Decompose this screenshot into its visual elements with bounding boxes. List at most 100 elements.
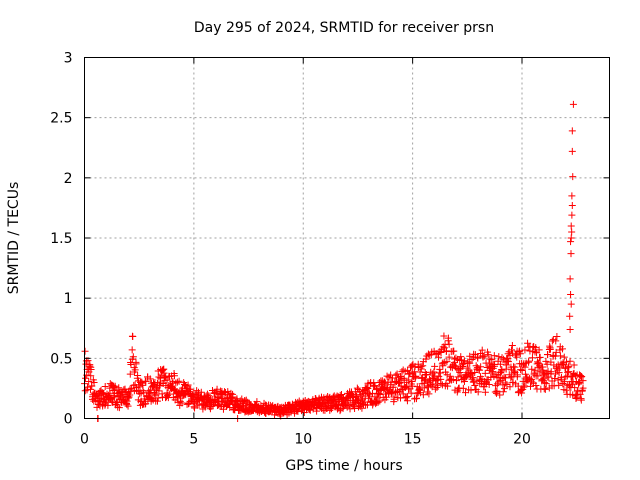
data-point xyxy=(154,394,162,402)
data-point xyxy=(491,361,499,369)
data-point xyxy=(405,376,413,384)
data-point xyxy=(402,394,410,402)
data-point xyxy=(522,373,530,381)
data-point xyxy=(389,383,397,391)
data-point xyxy=(430,368,438,376)
data-point xyxy=(422,355,430,363)
data-point xyxy=(562,386,570,394)
data-point xyxy=(546,345,554,353)
data-point xyxy=(155,387,163,395)
data-point xyxy=(136,390,144,398)
data-point xyxy=(567,250,575,258)
data-point xyxy=(123,397,131,405)
data-point xyxy=(524,339,532,347)
data-point xyxy=(475,366,483,374)
data-point xyxy=(578,372,586,380)
x-tick-label: 15 xyxy=(404,432,422,448)
data-point xyxy=(153,397,161,405)
data-point xyxy=(492,382,500,390)
data-point xyxy=(445,340,453,348)
data-point xyxy=(110,393,118,401)
data-point xyxy=(374,398,382,406)
data-point xyxy=(534,358,542,366)
data-point xyxy=(495,353,503,361)
data-point xyxy=(474,388,482,396)
data-point xyxy=(528,365,536,373)
data-point xyxy=(481,369,489,377)
data-point xyxy=(458,361,466,369)
data-point xyxy=(163,376,171,384)
data-point xyxy=(129,353,137,361)
data-point xyxy=(333,392,341,400)
x-tick-labels: 0 5 10 15 20 xyxy=(80,432,531,448)
data-point xyxy=(440,332,448,340)
data-point xyxy=(570,361,578,369)
data-point xyxy=(516,350,524,358)
data-point xyxy=(506,383,514,391)
y-axis-label: SRMTID / TECUs xyxy=(6,182,22,295)
data-point xyxy=(508,341,516,349)
data-point xyxy=(420,377,428,385)
data-point xyxy=(496,391,504,399)
data-point xyxy=(454,373,462,381)
data-point xyxy=(306,406,314,414)
data-point xyxy=(459,362,467,370)
data-point xyxy=(184,381,192,389)
data-point xyxy=(404,393,412,401)
data-point xyxy=(151,390,159,398)
data-point xyxy=(172,379,180,387)
data-point xyxy=(489,368,497,376)
data-point xyxy=(553,333,561,341)
data-point xyxy=(287,408,295,416)
y-tick-label: 1.5 xyxy=(50,231,72,247)
data-point xyxy=(229,393,237,401)
data-point xyxy=(479,353,487,361)
x-tick-label: 10 xyxy=(294,432,312,448)
data-point xyxy=(490,352,498,360)
data-point xyxy=(571,384,579,392)
data-point xyxy=(399,366,407,374)
data-point xyxy=(496,360,504,368)
data-point xyxy=(408,362,416,370)
data-point xyxy=(170,372,178,380)
data-point xyxy=(547,368,555,376)
data-point xyxy=(471,382,479,390)
data-point xyxy=(474,354,482,362)
y-tick-label: 2.5 xyxy=(50,111,72,127)
data-point xyxy=(557,373,565,381)
data-point xyxy=(541,379,549,387)
data-point xyxy=(499,388,507,396)
data-point xyxy=(542,380,550,388)
data-point xyxy=(407,389,415,397)
data-point xyxy=(485,380,493,388)
data-point xyxy=(390,395,398,403)
data-point xyxy=(82,374,90,382)
data-point xyxy=(104,401,112,409)
data-point xyxy=(383,372,391,380)
data-point xyxy=(566,357,574,365)
data-point xyxy=(467,386,475,394)
data-point xyxy=(498,367,506,375)
data-point xyxy=(412,394,420,402)
data-point xyxy=(87,365,95,373)
data-point xyxy=(576,378,584,386)
data-point xyxy=(353,392,361,400)
data-point xyxy=(566,312,574,320)
data-point xyxy=(566,325,574,333)
data-point xyxy=(431,362,439,370)
data-point xyxy=(564,364,572,372)
data-point xyxy=(507,374,515,382)
y-tick-label: 1 xyxy=(64,291,73,307)
data-point xyxy=(97,394,105,402)
data-point xyxy=(551,370,559,378)
data-point xyxy=(129,332,137,340)
data-point xyxy=(567,300,575,308)
data-point xyxy=(536,353,544,361)
data-point xyxy=(528,354,536,362)
y-tick-label: 2 xyxy=(64,171,73,187)
data-point xyxy=(566,275,574,283)
data-point xyxy=(351,404,359,412)
grid-layer xyxy=(84,57,610,419)
data-point xyxy=(416,368,424,376)
data-point xyxy=(108,397,116,405)
